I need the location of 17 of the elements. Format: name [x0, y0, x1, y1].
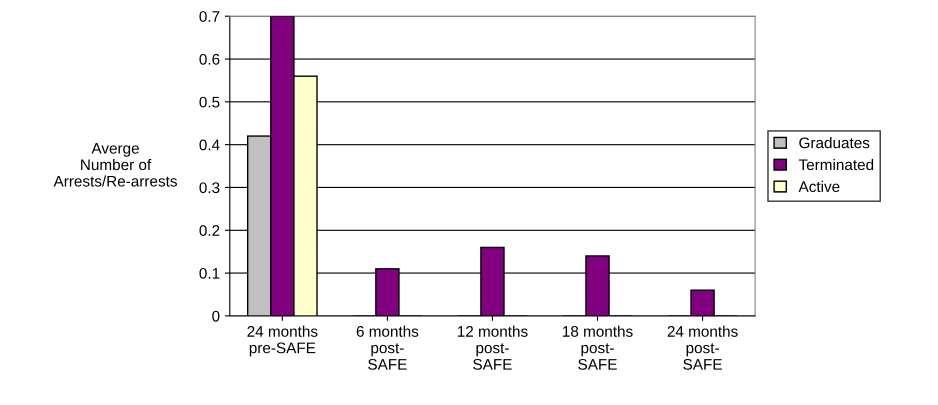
y-axis-title: Averge Number of Arrests/Re-arrests — [54, 143, 177, 187]
x-tick-label: 24 months pre-SAFE — [247, 326, 318, 356]
legend-label: Terminated — [798, 158, 874, 170]
x-tick-label: 18 months post- SAFE — [563, 326, 633, 370]
y-tick-label: 0.3 — [199, 182, 220, 194]
legend-label: Graduates — [799, 137, 870, 148]
y-tick-label: 0.6 — [199, 54, 220, 65]
legend-label: Active — [798, 180, 840, 192]
y-tick-label: 0.4 — [199, 140, 220, 150]
y-tick-label: 0.5 — [199, 96, 220, 108]
y-tick-label: 0.2 — [199, 225, 220, 236]
x-tick-label: 6 months post- SAFE — [356, 326, 418, 370]
y-tick-label: 0.7 — [199, 11, 220, 22]
x-tick-label: 24 months post- SAFE — [668, 326, 738, 370]
x-tick-label: 12 months post- SAFE — [458, 326, 528, 370]
y-tick-label: 0.1 — [199, 268, 220, 279]
y-tick-label: 0 — [212, 310, 220, 322]
